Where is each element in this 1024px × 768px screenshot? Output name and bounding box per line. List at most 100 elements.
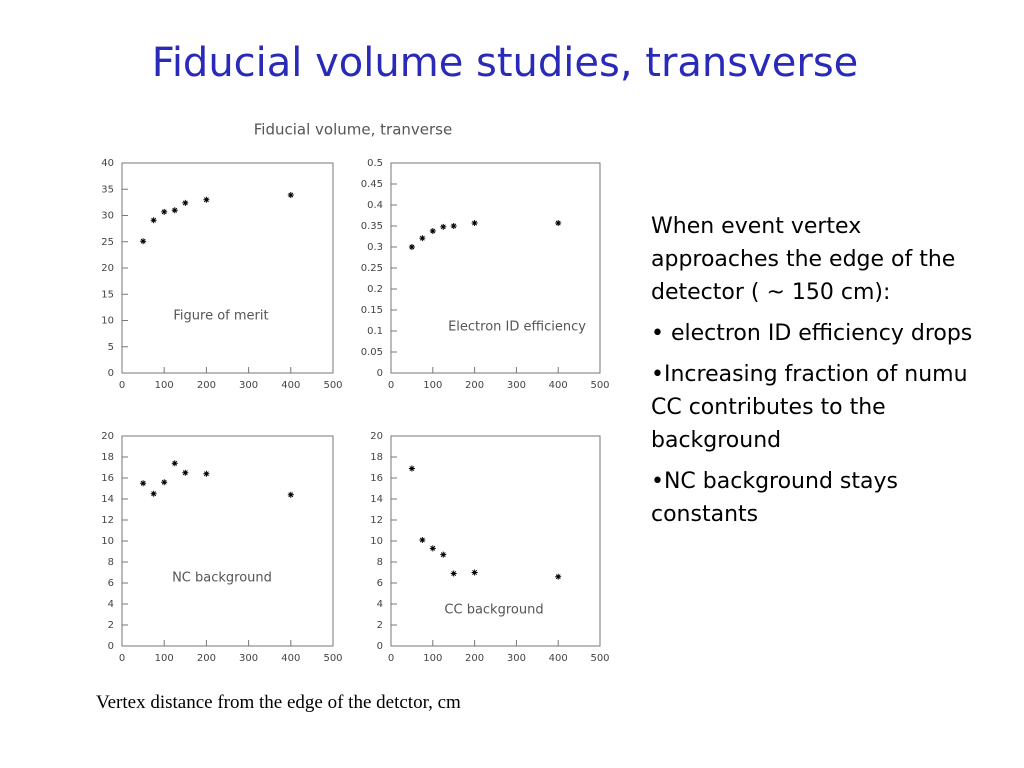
marker	[161, 208, 168, 215]
plot-label: NC background	[172, 571, 272, 586]
x-tick-label: 200	[465, 653, 484, 664]
note: •NC background stays constants	[651, 469, 898, 527]
y-tick-label: 0.1	[367, 326, 383, 337]
notes: When event vertex approaches the edge of…	[651, 210, 981, 539]
y-tick-label: 4	[377, 599, 383, 610]
y-tick-label: 5	[108, 342, 114, 353]
note: •Increasing fraction of numu CC contribu…	[651, 362, 968, 453]
y-tick-label: 16	[101, 473, 114, 484]
marker	[555, 573, 562, 580]
marker	[171, 460, 178, 467]
x-tick-label: 200	[197, 380, 216, 391]
y-tick-label: 8	[108, 557, 114, 568]
y-tick-label: 18	[101, 452, 114, 463]
y-tick-label: 0.05	[361, 347, 383, 358]
x-tick-label: 400	[549, 653, 568, 664]
y-tick-label: 0.15	[361, 305, 383, 316]
x-tick-label: 100	[423, 380, 442, 391]
y-tick-label: 35	[101, 184, 114, 195]
marker	[182, 469, 189, 476]
y-tick-label: 0.45	[361, 179, 383, 190]
x-tick-label: 300	[239, 653, 258, 664]
marker	[182, 199, 189, 206]
x-tick-label: 100	[155, 380, 174, 391]
y-tick-label: 10	[101, 536, 114, 547]
plot-frame	[390, 162, 601, 374]
y-tick-label: 0.3	[367, 242, 383, 253]
y-tick-label: 0.5	[367, 158, 383, 169]
marker	[471, 569, 478, 576]
y-tick-label: 0.2	[367, 284, 383, 295]
y-tick-label: 2	[377, 620, 383, 631]
x-tick-label: 0	[388, 380, 394, 391]
plot-label: Figure of merit	[173, 309, 268, 324]
slide-title: Fiducial volume studies, transverse	[151, 40, 859, 86]
x-tick-label: 0	[119, 653, 125, 664]
y-tick-label: 20	[101, 263, 114, 274]
y-tick-label: 0.25	[361, 263, 383, 274]
x-tick-label: 300	[239, 380, 258, 391]
marker	[429, 545, 436, 552]
y-tick-label: 10	[101, 316, 114, 327]
y-tick-label: 16	[370, 473, 383, 484]
y-tick-label: 15	[101, 289, 114, 300]
marker	[140, 238, 147, 245]
plot-label: Electron ID efficiency	[448, 320, 586, 335]
x-tick-label: 0	[119, 380, 125, 391]
y-tick-label: 0.35	[361, 221, 383, 232]
y-tick-label: 14	[370, 494, 383, 505]
x-tick-label: 500	[590, 380, 609, 391]
y-tick-label: 30	[101, 211, 114, 222]
y-tick-label: 0	[377, 368, 383, 379]
y-tick-label: 40	[101, 158, 114, 169]
x-tick-label: 400	[281, 653, 300, 664]
marker	[140, 480, 147, 487]
marker	[440, 551, 447, 558]
y-tick-label: 6	[377, 578, 383, 589]
plot-frame	[121, 162, 334, 374]
marker	[450, 223, 457, 229]
marker	[419, 536, 426, 543]
x-tick-label: 400	[549, 380, 568, 391]
marker	[203, 470, 210, 477]
x-tick-label: 0	[388, 653, 394, 664]
y-tick-label: 10	[370, 536, 383, 547]
marker	[408, 465, 415, 472]
y-tick-label: 6	[108, 578, 114, 589]
marker	[287, 192, 294, 199]
y-tick-label: 18	[370, 452, 383, 463]
marker	[471, 220, 478, 227]
x-tick-label: 200	[197, 653, 216, 664]
marker	[429, 228, 436, 235]
y-tick-label: 0	[377, 641, 383, 652]
x-tick-label: 100	[423, 653, 442, 664]
marker	[161, 479, 168, 486]
x-tick-label: 500	[323, 653, 342, 664]
plot-frame	[121, 435, 334, 647]
marker	[555, 220, 562, 227]
x-tick-label: 500	[323, 380, 342, 391]
y-tick-label: 12	[101, 515, 114, 526]
marker	[419, 235, 426, 242]
y-tick-label: 0	[108, 641, 114, 652]
y-tick-label: 14	[101, 494, 114, 505]
figure-title: Fiducial volume, tranverse	[254, 121, 452, 139]
x-tick-label: 400	[281, 380, 300, 391]
marker	[150, 217, 157, 224]
marker	[150, 490, 157, 497]
x-tick-label: 500	[590, 653, 609, 664]
x-tick-label: 300	[507, 653, 526, 664]
x-caption: Vertex distance from the edge of the det…	[96, 692, 461, 713]
note: When event vertex approaches the edge of…	[651, 214, 956, 305]
figure: Fiducial volume, tranverse 0510152025303…	[101, 121, 609, 665]
note: • electron ID efficiency drops	[651, 321, 973, 346]
y-tick-label: 2	[108, 620, 114, 631]
y-tick-label: 8	[377, 557, 383, 568]
y-tick-label: 0	[108, 368, 114, 379]
y-tick-label: 4	[108, 599, 114, 610]
marker	[171, 207, 178, 214]
y-tick-label: 12	[370, 515, 383, 526]
x-tick-label: 300	[507, 380, 526, 391]
x-tick-label: 200	[465, 380, 484, 391]
